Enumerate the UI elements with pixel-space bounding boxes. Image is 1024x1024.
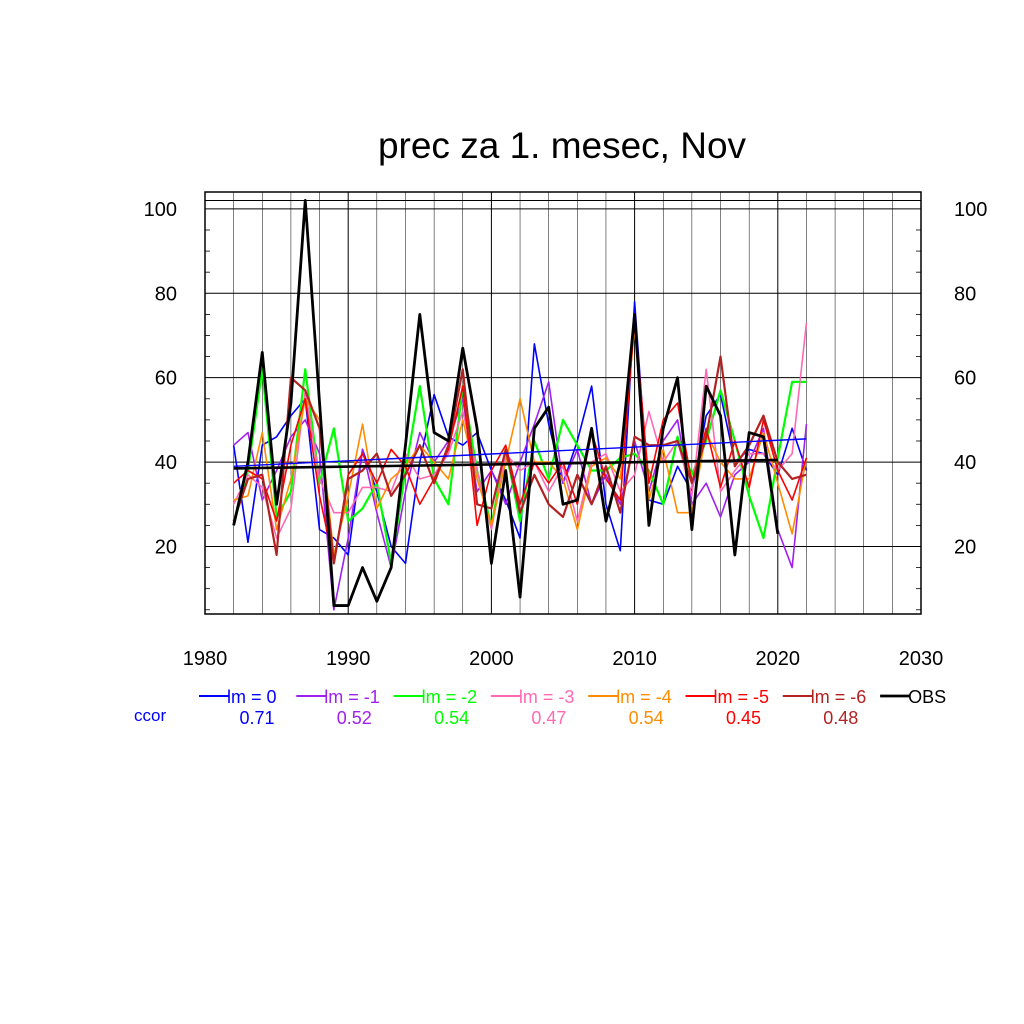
y-tick-label-right: 100 xyxy=(954,199,987,221)
series-group xyxy=(232,199,808,611)
trend-line xyxy=(233,438,807,467)
x-tick-label: 1990 xyxy=(326,648,371,670)
series-2 xyxy=(232,368,807,565)
legend-label: lm = -2 xyxy=(422,687,478,707)
legend-item: lm = -60.48 xyxy=(782,687,867,728)
legend-label: lm = -1 xyxy=(324,687,380,707)
y-tick-label-right: 60 xyxy=(954,368,976,390)
ccor-value: 0.71 xyxy=(239,708,274,728)
grid xyxy=(205,192,921,614)
series-7 xyxy=(232,199,780,607)
legend-label: OBS xyxy=(908,687,946,707)
chart-title: prec za 1. mesec, Nov xyxy=(378,125,747,166)
legend-label: lm = -5 xyxy=(714,687,770,707)
legend-label: lm = 0 xyxy=(227,687,277,707)
trend-line xyxy=(233,458,778,470)
x-tick-label: 2000 xyxy=(469,648,514,670)
legend-label: lm = -6 xyxy=(811,687,867,707)
ccor-value: 0.54 xyxy=(434,708,469,728)
ccor-label: ccor xyxy=(134,706,166,725)
ccor-value: 0.54 xyxy=(629,708,664,728)
y-tick-label-right: 80 xyxy=(954,283,976,305)
legend-item: lm = -30.47 xyxy=(490,687,575,728)
ccor-value: 0.45 xyxy=(726,708,761,728)
ccor-value: 0.47 xyxy=(531,708,566,728)
y-tick-label-left: 80 xyxy=(155,283,177,305)
legend-label: lm = -4 xyxy=(616,687,672,707)
series-line xyxy=(232,199,780,607)
legend-item: OBS xyxy=(880,687,946,707)
ccor-value: 0.48 xyxy=(823,708,858,728)
y-tick-label-right: 40 xyxy=(954,452,976,474)
legend-item: lm = -50.45 xyxy=(685,687,770,728)
y-tick-label-left: 40 xyxy=(155,452,177,474)
y-tick-label-left: 20 xyxy=(155,536,177,558)
legend-item: lm = -20.54 xyxy=(393,687,478,728)
legend-label: lm = -3 xyxy=(519,687,575,707)
x-tick-label: 2010 xyxy=(612,648,657,670)
x-tick-label: 2020 xyxy=(756,648,801,670)
legend-item: lm = 00.71 xyxy=(199,687,277,728)
legend-item: lm = -40.54 xyxy=(588,687,672,728)
x-tick-label: 1980 xyxy=(183,648,228,670)
plot-frame xyxy=(204,191,922,615)
legend-item: lm = -10.52 xyxy=(296,687,380,728)
ccor-value: 0.52 xyxy=(337,708,372,728)
plot-border xyxy=(204,191,922,615)
x-tick-label: 2030 xyxy=(899,648,944,670)
y-tick-label-left: 100 xyxy=(144,199,177,221)
series-line xyxy=(232,368,807,565)
y-tick-label-left: 60 xyxy=(155,368,177,390)
y-tick-label-right: 20 xyxy=(954,536,976,558)
